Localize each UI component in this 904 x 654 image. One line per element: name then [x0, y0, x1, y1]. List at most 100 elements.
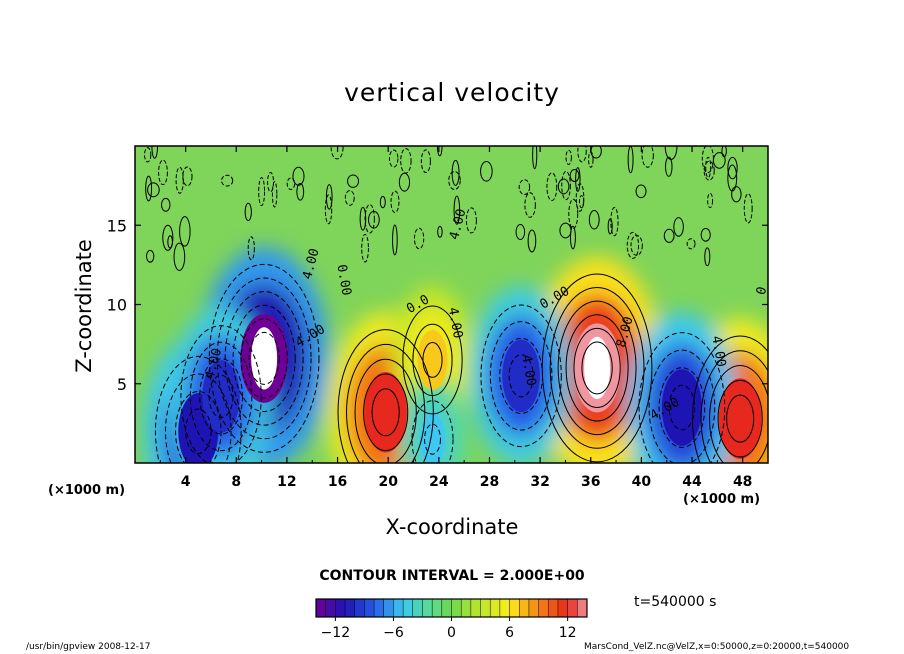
contour-label-2: 0.00 [333, 263, 353, 296]
colorbar-cell [509, 599, 520, 617]
noise-contour-55 [743, 193, 753, 224]
noise-contour-21 [145, 175, 153, 202]
x-tick-label-8: 36 [581, 474, 600, 490]
contour-ring-3-2 [412, 323, 453, 397]
contour-ring-1-1 [337, 329, 434, 463]
noise-contour-23 [686, 238, 696, 250]
noise-contour-53 [390, 190, 400, 213]
colorbar-cell [403, 599, 414, 617]
noise-contour-0 [144, 147, 152, 163]
noise-contour-36 [413, 227, 425, 250]
colorbar-cell [383, 599, 394, 617]
x-tick-label-0: 4 [181, 474, 191, 490]
x-axis-title: X-coordinate [385, 515, 519, 539]
noise-contour-59 [575, 183, 585, 212]
colorbar-cell [432, 599, 443, 617]
field-peak-4 [251, 327, 278, 390]
noise-contour-84 [359, 206, 367, 231]
colorbar-cell [345, 599, 356, 617]
colorbar-tick-label-3: 6 [505, 625, 514, 641]
contour-ring-7-1 [480, 304, 562, 448]
noise-contour-50 [146, 249, 155, 263]
noise-contour-60 [673, 217, 684, 237]
field-core-3 [417, 330, 448, 390]
noise-contour-41 [158, 159, 168, 186]
colorbar-cell [538, 599, 549, 617]
contour-label-8: 4.00 [518, 354, 538, 387]
noise-contour-65 [569, 225, 576, 250]
noise-contour-2 [557, 178, 570, 195]
colorbar-cell [461, 599, 472, 617]
noise-contour-33 [330, 146, 344, 160]
x-axis-unit-left: (×1000 m) [48, 483, 126, 498]
colorbar-cell [519, 599, 530, 617]
x-tick-label-7: 32 [530, 474, 549, 490]
contour-ring-4-6 [248, 331, 280, 385]
x-tick-label-1: 8 [231, 474, 241, 490]
contour-ring-5-4 [185, 408, 212, 455]
noise-contour-15 [296, 183, 305, 201]
noise-contour-3 [575, 167, 581, 192]
noise-contour-89 [665, 156, 673, 177]
noise-contour-77 [161, 197, 171, 212]
contour-ring-8-4 [668, 384, 696, 431]
contour-ring-3-3 [422, 342, 443, 378]
colorbar-cell [499, 599, 511, 617]
noise-contour-25 [731, 186, 742, 203]
noise-contour-46 [179, 216, 191, 247]
colorbar-cell [577, 599, 588, 617]
contour-ring-0-3 [557, 300, 637, 436]
colorbar-cell [412, 599, 423, 617]
noise-contour-70 [518, 179, 531, 196]
x-tick-label-6: 28 [480, 474, 499, 490]
colorbar-cell [316, 599, 327, 617]
contour-ring-7-4 [508, 354, 534, 398]
contour-ring-4-4 [232, 304, 296, 413]
x-tick-label-5: 24 [429, 474, 449, 490]
contour-ring-9-2 [424, 423, 441, 455]
noise-contour-7 [324, 194, 333, 225]
noise-contour-81 [727, 164, 738, 192]
noise-contour-24 [532, 146, 538, 170]
field-core-9 [419, 413, 446, 463]
contour-ring-5-3 [175, 390, 222, 463]
contour-ring-0-4 [565, 314, 629, 422]
noise-contour-79 [524, 192, 536, 218]
noise-contour-86 [610, 207, 619, 237]
noise-contour-83 [379, 195, 386, 209]
colorbar-cell [451, 599, 462, 617]
colorbar-cell [557, 599, 569, 617]
colorbar-cell [490, 599, 501, 617]
contour-ring-9-1 [411, 400, 454, 463]
contour-ring-3-1 [402, 305, 463, 415]
x-tick-label-11: 48 [733, 474, 752, 490]
noise-contour-5 [561, 170, 571, 201]
colorbar-cell [335, 599, 346, 617]
noise-contour-61 [258, 177, 266, 207]
contour-ring-2-4 [717, 379, 763, 458]
noise-contour-32 [588, 210, 600, 230]
noise-contour-88 [162, 224, 174, 251]
footer-left: /usr/bin/gpview 2008-12-17 [26, 642, 151, 652]
noise-contour-30 [292, 166, 305, 186]
contour-ring-2-3 [709, 365, 768, 463]
contour-ring-1-3 [354, 358, 417, 463]
colorbar-cell [354, 599, 365, 617]
contour-label-5: 4.00 [445, 306, 465, 339]
noise-contour-9 [453, 195, 461, 225]
noise-contour-68 [569, 169, 580, 183]
noise-contour-18 [527, 229, 537, 253]
noise-contour-62 [347, 174, 360, 188]
contour-ring-4-3 [224, 291, 304, 426]
contour-interval-label: CONTOUR INTERVAL = 2.000E+00 [319, 568, 585, 584]
field-core-7 [502, 339, 540, 412]
noise-contour-56 [361, 233, 369, 263]
noise-contour-69 [515, 223, 526, 241]
noise-contour-14 [448, 171, 461, 190]
noise-contour-27 [578, 195, 585, 209]
noise-contour-63 [704, 247, 711, 267]
x-axis-unit-right: (×1000 m) [683, 492, 761, 507]
noise-contour-11 [244, 202, 252, 222]
noise-contour-73 [400, 148, 412, 174]
x-tick-label-4: 20 [378, 474, 398, 490]
